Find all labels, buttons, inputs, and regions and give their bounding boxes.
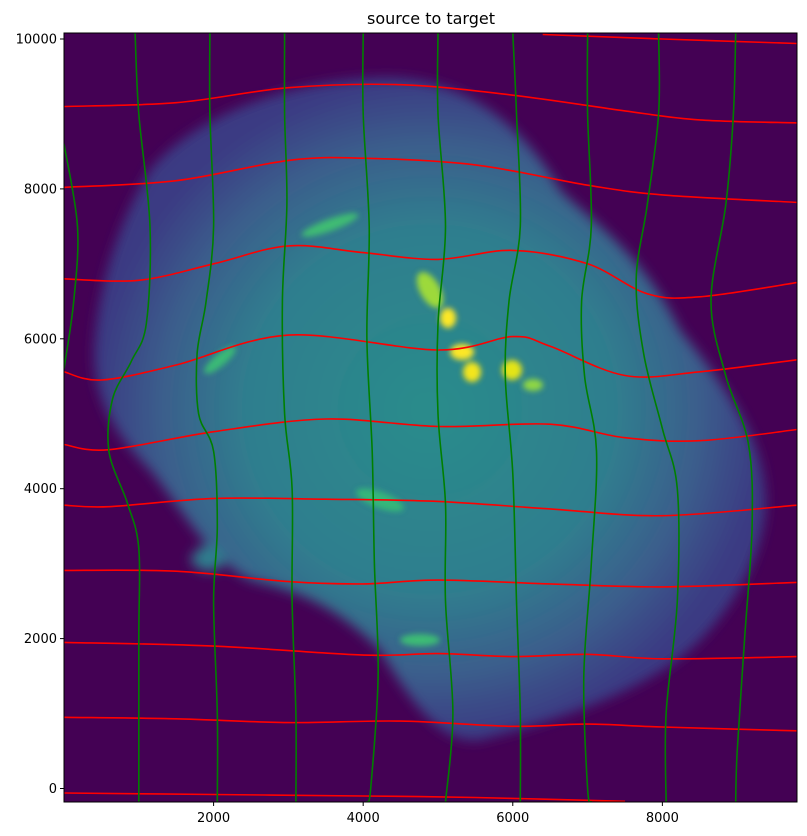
- green-line-3: [281, 33, 297, 802]
- red-line-5: [64, 418, 797, 451]
- red-line-1: [64, 716, 797, 732]
- y-tick-label: 8000: [24, 182, 57, 197]
- y-tick-label: 4000: [24, 482, 57, 497]
- y-tick-label: 0: [49, 782, 57, 797]
- red-line-2: [64, 641, 797, 660]
- red-line-9: [64, 83, 797, 124]
- x-tick-label: 2000: [197, 811, 230, 826]
- chart-title: source to target: [367, 9, 495, 28]
- green-line-9: [710, 33, 754, 802]
- red-grid-lines: [64, 33, 797, 802]
- green-line-5: [436, 33, 454, 802]
- x-tick-label: 4000: [347, 811, 380, 826]
- plot-area: [64, 33, 797, 802]
- green-line-1: [107, 33, 152, 802]
- green-line-2: [195, 33, 219, 802]
- y-tick-label: 6000: [24, 332, 57, 347]
- red-line-4: [64, 497, 797, 517]
- axes-frame: [63, 32, 798, 803]
- y-axis: 0 2000 4000 6000 8000 10000: [16, 32, 64, 797]
- red-line-8: [64, 156, 797, 204]
- red-line-10: [542, 33, 797, 45]
- x-axis: 2000 4000 6000 8000: [197, 802, 679, 826]
- red-line-7: [64, 244, 797, 299]
- x-tick-label: 8000: [646, 811, 679, 826]
- y-tick-label: 10000: [16, 32, 57, 47]
- green-line-0: [64, 143, 79, 369]
- red-line-0: [64, 792, 626, 802]
- green-line-6: [504, 33, 522, 802]
- green-line-4: [361, 33, 379, 802]
- y-tick-label: 2000: [24, 632, 57, 647]
- x-tick-label: 6000: [496, 811, 529, 826]
- red-line-6: [64, 334, 797, 381]
- bright-blobs: [204, 213, 543, 646]
- green-line-8: [635, 33, 680, 802]
- green-grid-lines: [64, 33, 754, 802]
- red-line-3: [64, 569, 797, 588]
- green-line-7: [580, 33, 598, 802]
